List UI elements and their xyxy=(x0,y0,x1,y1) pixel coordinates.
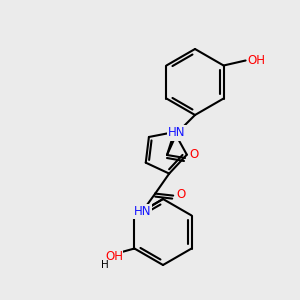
Text: HN: HN xyxy=(134,205,151,218)
Text: O: O xyxy=(189,148,199,161)
Text: HN: HN xyxy=(168,127,186,140)
Text: OH: OH xyxy=(248,54,266,67)
Text: OH: OH xyxy=(105,250,123,263)
Text: O: O xyxy=(188,151,198,164)
Text: H: H xyxy=(100,260,108,271)
Text: O: O xyxy=(177,188,186,201)
